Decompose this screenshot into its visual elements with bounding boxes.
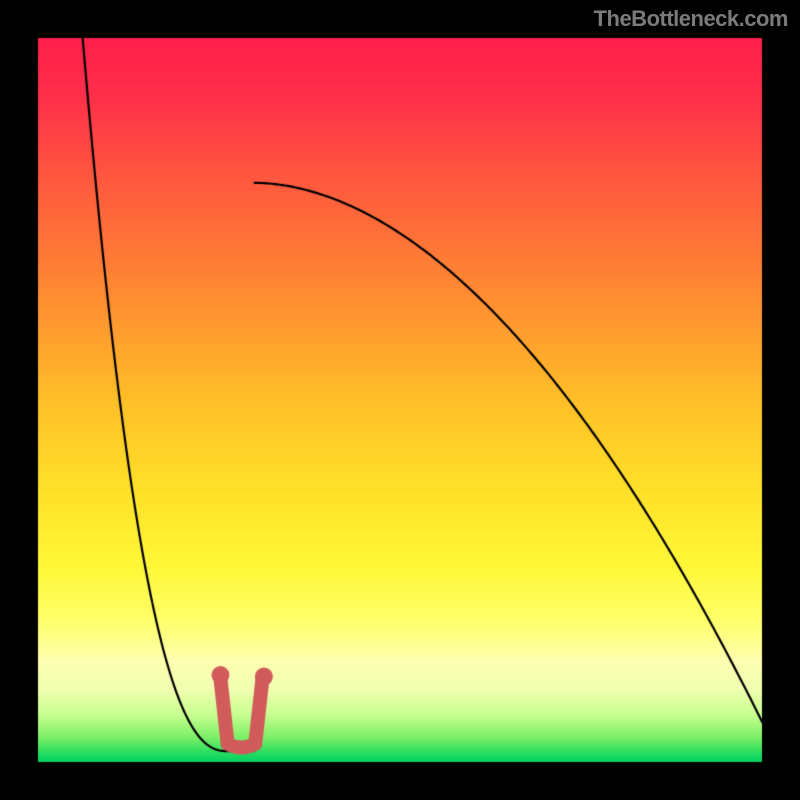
chart-container: TheBottleneck.com: [0, 0, 800, 800]
watermark-text: TheBottleneck.com: [594, 6, 788, 32]
bottleneck-v-curve-chart: [0, 0, 800, 800]
